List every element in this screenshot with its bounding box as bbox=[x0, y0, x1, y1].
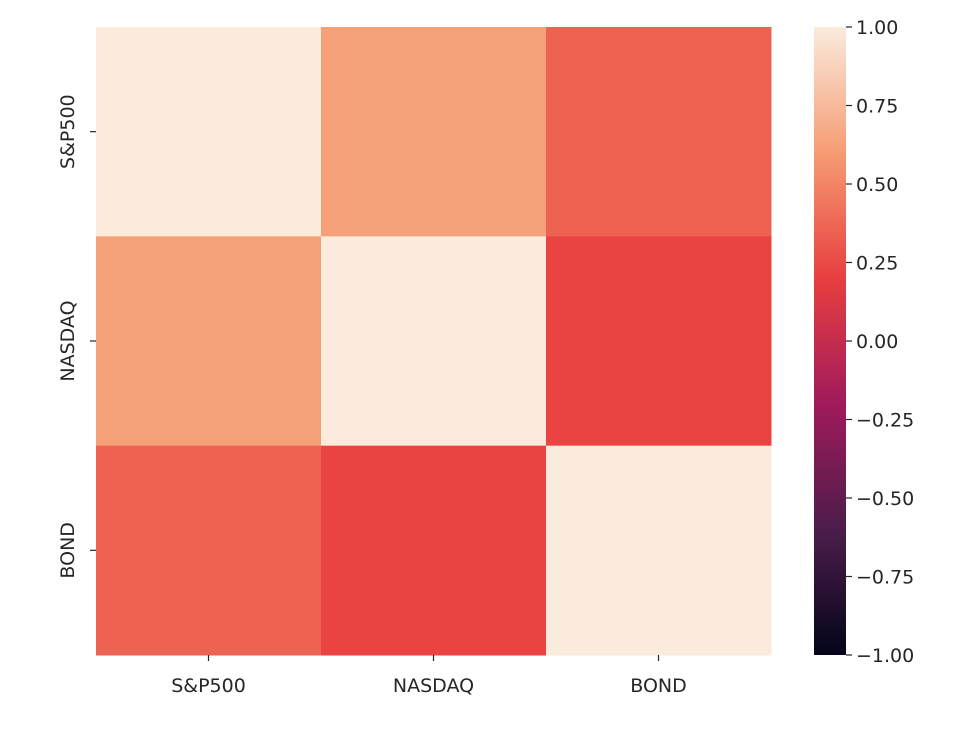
x-tick-label: BOND bbox=[630, 675, 687, 697]
colorbar-tick-label: −0.25 bbox=[856, 410, 914, 432]
heatmap-cell-0-1 bbox=[321, 27, 547, 237]
heatmap-cells bbox=[96, 27, 772, 656]
colorbar-axis: 1.00 0.75 0.50 0.25 0.00 −0.25 −0.50 −0.75 −1.00 bbox=[846, 17, 914, 667]
y-tick-label: BOND bbox=[57, 522, 79, 579]
colorbar-tick-label: −0.75 bbox=[856, 567, 914, 589]
x-axis: S&P500 NASDAQ BOND bbox=[171, 655, 687, 697]
heatmap-cell-0-0 bbox=[96, 27, 322, 237]
colorbar-tick-label: 0.50 bbox=[856, 174, 898, 196]
heatmap-cell-0-2 bbox=[546, 27, 772, 237]
colorbar-tick-label: 1.00 bbox=[856, 17, 898, 39]
y-tick-label: S&P500 bbox=[57, 94, 79, 169]
heatmap-cell-1-1 bbox=[321, 236, 547, 447]
y-tick-label: NASDAQ bbox=[57, 300, 79, 381]
colorbar-tick-label: 0.25 bbox=[856, 253, 898, 275]
heatmap-cell-2-1 bbox=[321, 445, 547, 656]
colorbar bbox=[814, 27, 846, 655]
heatmap-cell-1-2 bbox=[546, 236, 772, 447]
heatmap-cell-1-0 bbox=[96, 236, 322, 447]
heatmap-cell-2-2 bbox=[546, 445, 772, 656]
y-axis: S&P500 NASDAQ BOND bbox=[57, 94, 96, 579]
heatmap-cell-2-0 bbox=[96, 445, 322, 656]
colorbar-tick-label: −1.00 bbox=[856, 645, 914, 667]
colorbar-tick-label: 0.00 bbox=[856, 331, 898, 353]
colorbar-tick-label: −0.50 bbox=[856, 488, 914, 510]
x-tick-label: S&P500 bbox=[171, 675, 246, 697]
x-tick-label: NASDAQ bbox=[393, 675, 474, 697]
colorbar-tick-label: 0.75 bbox=[856, 96, 898, 118]
